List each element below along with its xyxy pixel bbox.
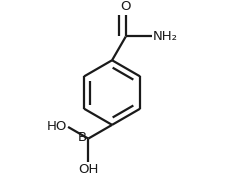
- Text: NH₂: NH₂: [153, 30, 178, 43]
- Text: B: B: [78, 131, 87, 144]
- Text: O: O: [120, 0, 131, 13]
- Text: HO: HO: [47, 121, 67, 134]
- Text: OH: OH: [78, 163, 98, 176]
